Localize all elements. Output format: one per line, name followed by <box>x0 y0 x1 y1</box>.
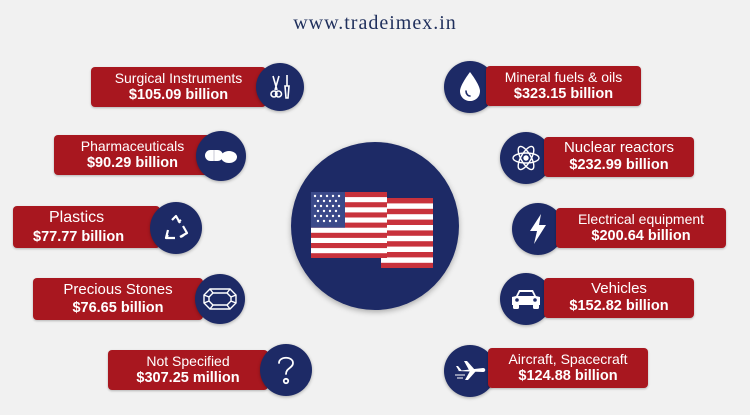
atom-icon <box>512 145 540 171</box>
item-value: $200.64 billion <box>591 228 691 244</box>
item-icon-circle <box>150 202 202 254</box>
item-name: Aircraft, Spacecraft <box>508 351 628 367</box>
item-box-mineral-fuels: Mineral fuels & oils $323.15 billion <box>486 66 641 106</box>
item-value: $76.65 billion <box>72 300 164 316</box>
item-icon-circle <box>260 344 312 396</box>
item-name: Pharmaceuticals <box>80 138 185 154</box>
item-value: $90.29 billion <box>86 155 179 171</box>
item-value: $152.82 billion <box>569 298 669 314</box>
question-mark-icon <box>278 356 294 385</box>
site-url: www.tradeimex.in <box>293 12 457 34</box>
item-name: Mineral fuels & oils <box>504 69 623 85</box>
item-icon-circle <box>512 203 564 255</box>
pills-icon <box>205 150 237 163</box>
item-name: Surgical Instruments <box>114 70 243 86</box>
car-icon <box>512 290 540 309</box>
scissors-scalpel-icon <box>270 75 290 99</box>
item-box-not-specified: Not Specified $307.25 million <box>108 350 268 390</box>
item-box-surgical-instruments: Surgical Instruments $105.09 billion <box>91 67 266 107</box>
center-circle <box>291 142 459 310</box>
lightning-icon <box>530 214 546 244</box>
item-value: $323.15 billion <box>513 86 614 102</box>
item-value: $124.88 billion <box>518 368 618 384</box>
item-box-vehicles: Vehicles $152.82 billion <box>544 278 694 318</box>
item-box-electrical-equipment: Electrical equipment $200.64 billion <box>556 208 726 248</box>
item-value: $77.77 billion <box>33 229 125 245</box>
usa-flag-icon <box>311 192 433 268</box>
item-icon-circle <box>256 63 304 111</box>
item-value: $307.25 million <box>136 370 240 386</box>
item-box-nuclear-reactors: Nuclear reactors $232.99 billion <box>544 137 694 177</box>
item-icon-circle <box>196 131 246 181</box>
item-name: Not Specified <box>146 353 230 369</box>
item-name: Nuclear reactors <box>563 139 675 156</box>
item-name: Plastics <box>49 209 105 226</box>
item-icon-circle <box>500 273 552 325</box>
item-value: $232.99 billion <box>569 157 669 173</box>
item-icon-circle <box>444 345 496 397</box>
item-box-pharmaceuticals: Pharmaceuticals $90.29 billion <box>54 135 211 175</box>
item-name: Precious Stones <box>63 281 173 298</box>
recycle-icon <box>164 214 189 240</box>
item-box-precious-stones: Precious Stones $76.65 billion <box>33 278 203 320</box>
airplane-icon <box>455 361 486 380</box>
item-icon-circle <box>195 274 245 324</box>
item-box-plastics: Plastics $77.77 billion <box>13 206 160 248</box>
item-icon-circle <box>500 132 552 184</box>
oil-drop-icon <box>460 72 480 101</box>
item-value: $105.09 billion <box>128 87 229 103</box>
gemstone-icon <box>203 288 237 310</box>
item-name: Electrical equipment <box>577 211 705 227</box>
item-box-aircraft-spacecraft: Aircraft, Spacecraft $124.88 billion <box>488 348 648 388</box>
item-name: Vehicles <box>591 280 647 297</box>
